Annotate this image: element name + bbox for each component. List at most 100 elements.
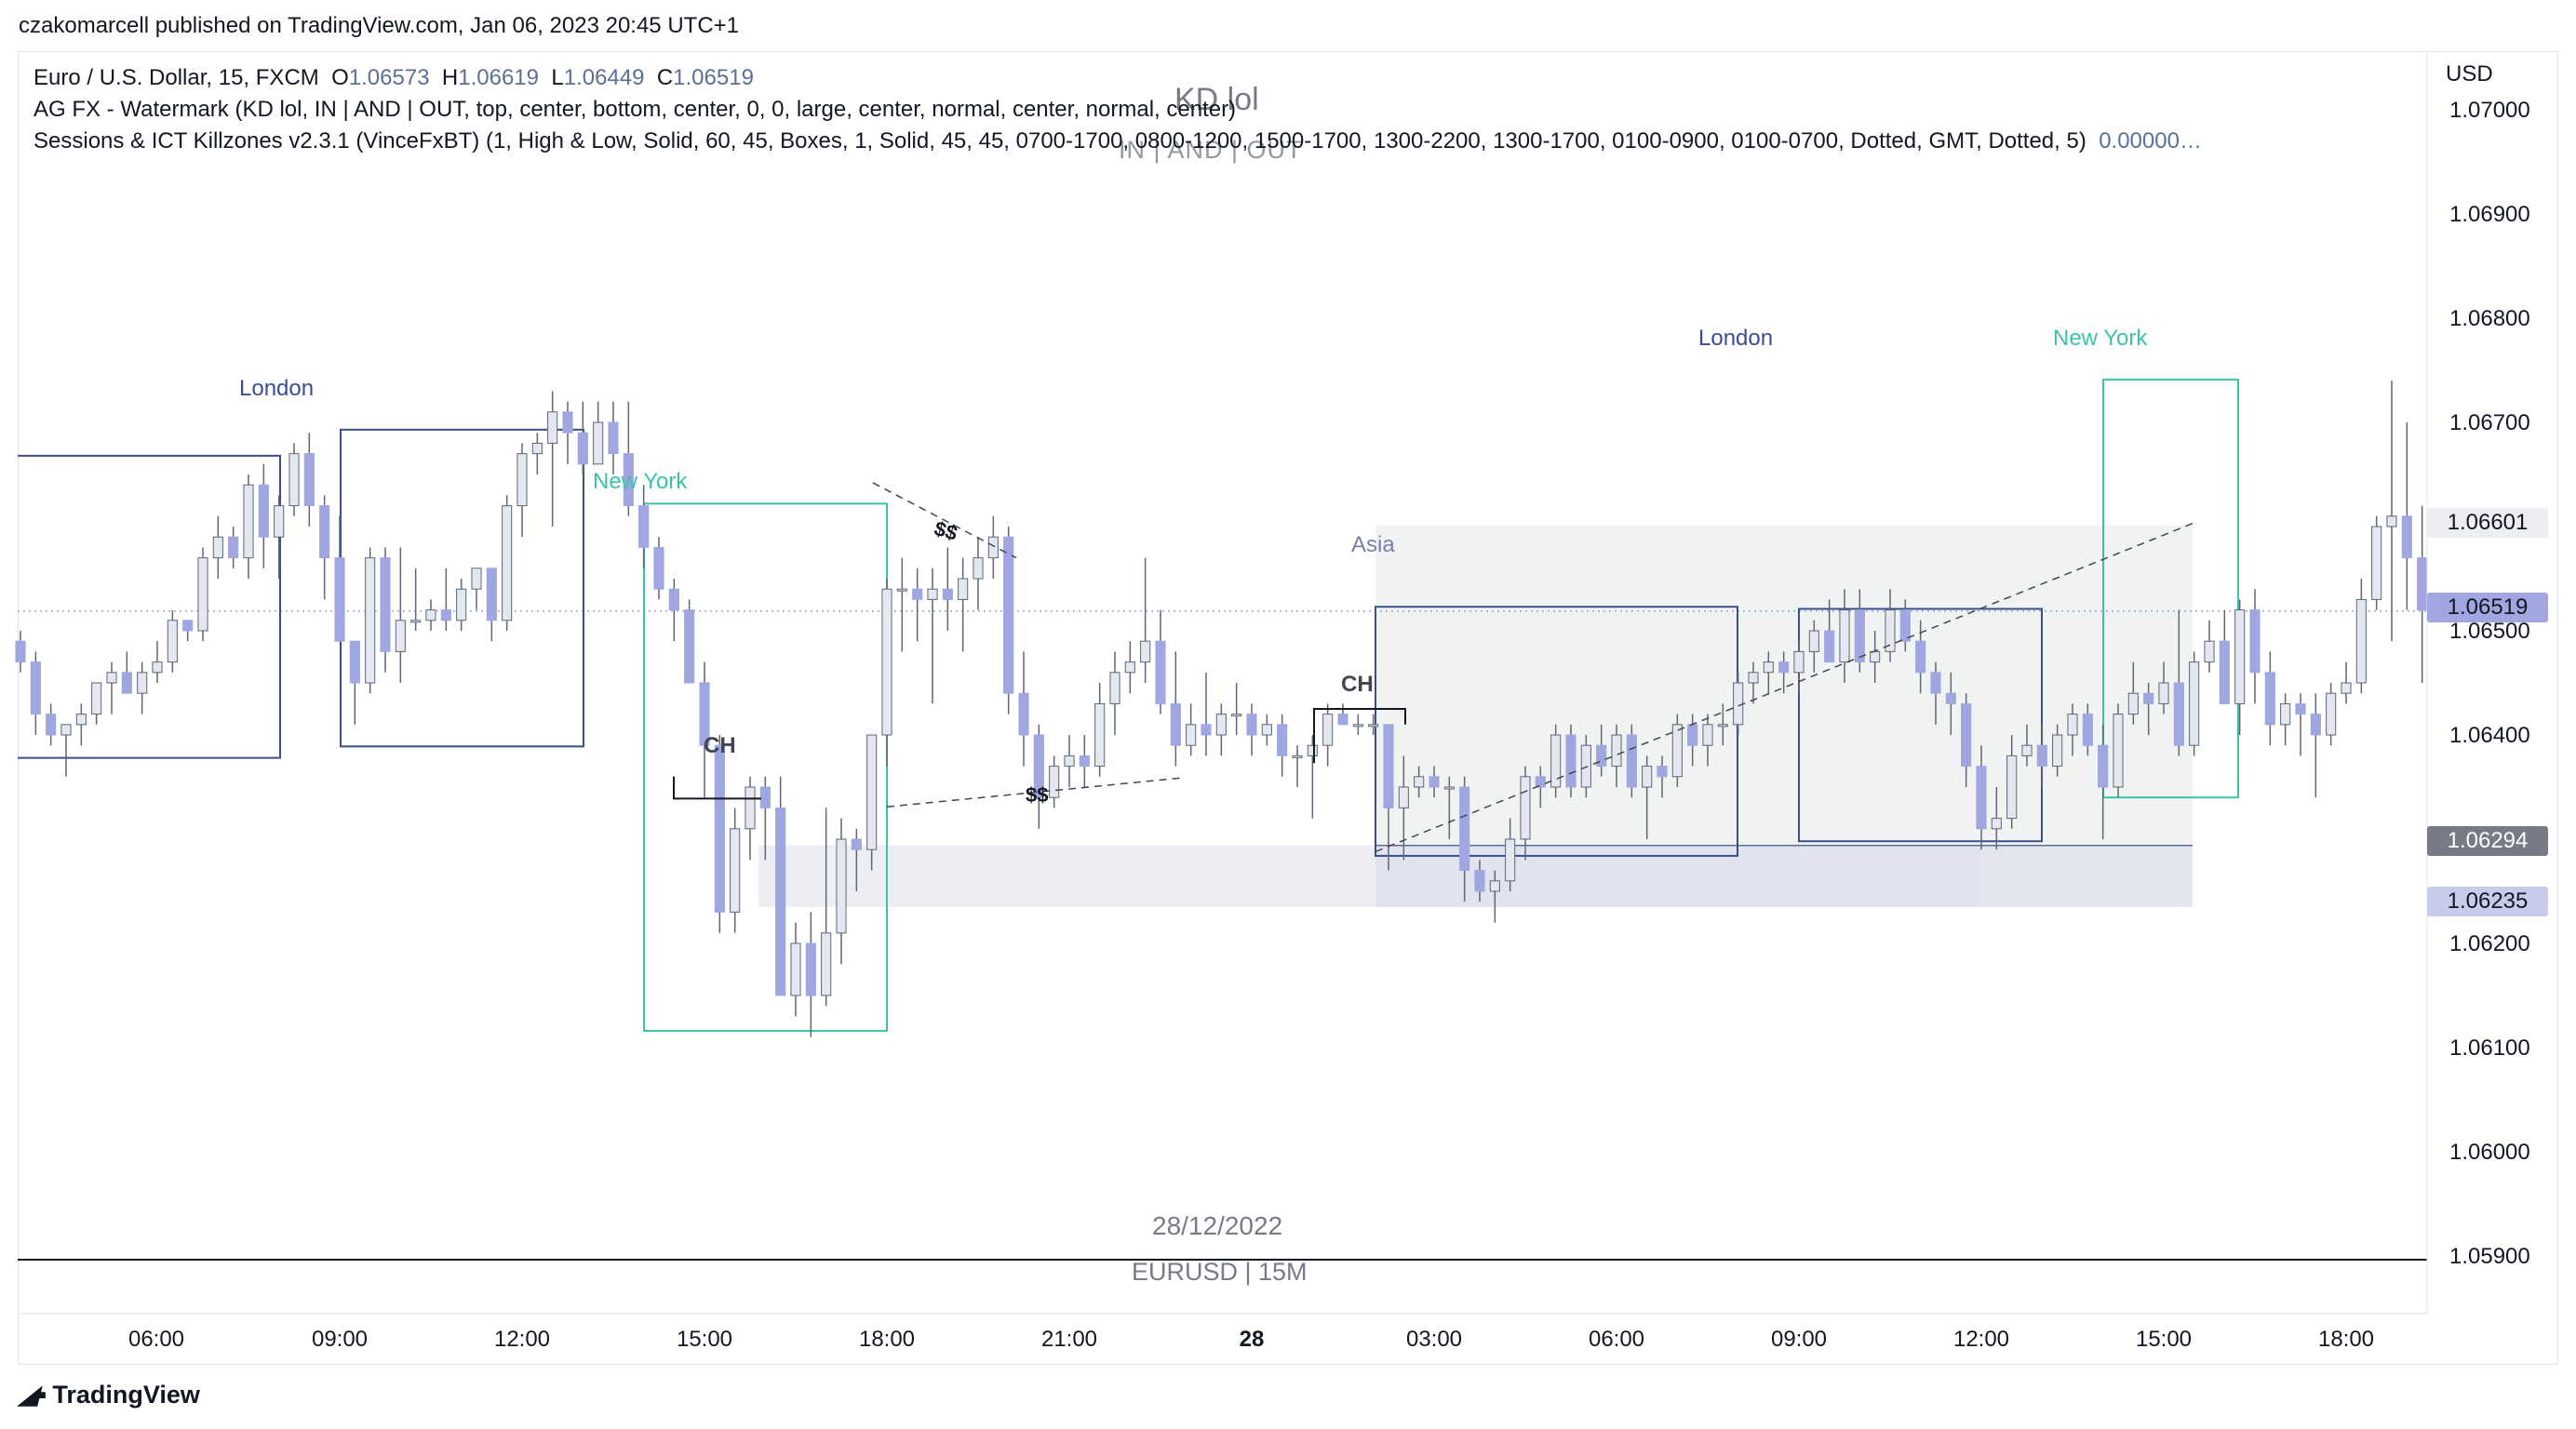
price-axis-label: 1.06800 <box>2449 306 2530 331</box>
bullish-candle <box>896 588 907 592</box>
trend-line <box>1375 522 2194 853</box>
change-of-character-label: CH <box>704 733 736 758</box>
bullish-candle <box>2113 714 2124 788</box>
bullish-candle <box>1231 714 1242 717</box>
bullish-candle <box>75 714 87 726</box>
bullish-candle <box>973 557 984 580</box>
bullish-candle <box>836 838 847 934</box>
bullish-candle <box>1489 880 1500 892</box>
time-axis-label: 18:00 <box>2317 1327 2375 1352</box>
legend-sessions-params: Sessions & ICT Killzones v2.3.1 (VinceFx… <box>34 128 2086 154</box>
price-axis-label: 1.05900 <box>2449 1244 2530 1269</box>
bullish-candle <box>593 421 604 465</box>
bearish-candle <box>2173 682 2184 746</box>
bullish-candle <box>1763 661 1774 674</box>
time-axis-label: 06:00 <box>1588 1327 1645 1352</box>
bearish-candle <box>775 807 786 996</box>
bullish-candle <box>410 620 422 623</box>
bullish-candle <box>456 588 467 621</box>
bullish-candle <box>106 672 117 684</box>
legend-high-label: H <box>441 65 459 90</box>
bullish-candle <box>958 578 969 600</box>
bearish-candle <box>1930 672 1941 694</box>
bearish-candle <box>2295 702 2306 715</box>
bearish-candle <box>1033 734 1044 798</box>
legend-watermark-indicator[interactable]: AG FX - Watermark (KD lol, IN | AND | OU… <box>34 97 1237 122</box>
bearish-candle <box>1915 640 1926 674</box>
bullish-candle <box>212 536 223 559</box>
bearish-candle <box>2310 714 2321 736</box>
session-label-london: London <box>1698 326 1774 351</box>
watermark-title: KD lol <box>1174 82 1259 117</box>
bullish-candle <box>1793 650 1805 674</box>
bullish-candle <box>2127 692 2139 715</box>
time-axis-label: 15:00 <box>676 1327 733 1352</box>
bearish-candle <box>1945 692 1956 704</box>
bearish-candle <box>805 942 816 996</box>
session-label-london: London <box>239 376 315 401</box>
price-tag-zone-low: 1.06235 <box>2427 887 2548 916</box>
time-axis-label: 09:00 <box>311 1327 369 1352</box>
bearish-candle <box>1565 734 1576 788</box>
bearish-candle <box>121 672 132 694</box>
bullish-candle <box>1322 714 1334 746</box>
bullish-candle <box>1140 640 1151 663</box>
bearish-candle <box>1596 744 1607 768</box>
tradingview-logo[interactable]: ◢▪ TradingView <box>19 1381 200 1409</box>
bullish-candle <box>2021 744 2033 756</box>
bearish-candle <box>2082 714 2093 746</box>
bullish-candle <box>730 828 741 913</box>
bullish-candle <box>1215 714 1227 736</box>
legend-close-value: 1.06519 <box>673 65 754 90</box>
price-axis-label: 1.06900 <box>2449 202 2530 227</box>
legend-open-value: 1.06573 <box>348 65 430 90</box>
bearish-candle <box>638 505 650 548</box>
bullish-candle <box>1550 734 1562 788</box>
bearish-candle <box>759 786 771 808</box>
change-of-character-label: CH <box>1341 672 1374 697</box>
bearish-candle <box>1003 536 1014 694</box>
legend-sessions-indicator[interactable]: Sessions & ICT Killzones v2.3.1 (VinceFx… <box>34 128 2202 154</box>
price-axis-currency: USD <box>2446 61 2493 87</box>
price-axis-label: 1.06400 <box>2449 723 2530 748</box>
bullish-candle <box>1839 609 1850 663</box>
bullish-candle <box>1733 682 1744 726</box>
bullish-candle <box>1109 672 1120 704</box>
time-axis-label: 15:00 <box>2135 1327 2193 1352</box>
bearish-candle <box>2219 640 2230 704</box>
bearish-candle <box>1961 702 1972 768</box>
bullish-candle <box>502 505 513 621</box>
bearish-candle <box>2401 515 2412 559</box>
bearish-candle <box>912 588 923 600</box>
bearish-candle <box>303 453 315 507</box>
bullish-candle <box>137 672 148 694</box>
bearish-candle <box>699 682 710 746</box>
time-axis-label: 21:00 <box>1040 1327 1098 1352</box>
bearish-candle <box>1535 776 1546 788</box>
bullish-candle <box>1642 766 1653 788</box>
time-axis-label: 03:00 <box>1405 1327 1463 1352</box>
bullish-candle <box>425 609 436 621</box>
bullish-candle <box>197 557 208 632</box>
bearish-candle <box>334 557 345 642</box>
bullish-candle <box>2355 598 2367 684</box>
time-axis-label: 18:00 <box>858 1327 916 1352</box>
bearish-candle <box>1657 766 1668 778</box>
bearish-candle <box>577 432 588 465</box>
bearish-candle <box>486 568 497 621</box>
bullish-candle <box>531 442 543 455</box>
bearish-candle <box>1459 786 1470 872</box>
bearish-candle <box>258 484 269 538</box>
bullish-candle <box>1049 766 1060 798</box>
bullish-candle <box>365 557 376 684</box>
bullish-candle <box>2326 692 2337 736</box>
legend-high-value: 1.06619 <box>458 65 539 90</box>
bearish-candle <box>228 536 239 559</box>
bearish-candle <box>562 411 573 434</box>
legend-sessions-value: 0.00000… <box>2099 128 2202 154</box>
bearish-candle <box>1474 870 1485 892</box>
london-killzone-box <box>340 428 584 748</box>
bearish-candle <box>15 640 26 663</box>
legend-symbol-line[interactable]: Euro / U.S. Dollar, 15, FXCM O1.06573 H1… <box>34 65 754 91</box>
